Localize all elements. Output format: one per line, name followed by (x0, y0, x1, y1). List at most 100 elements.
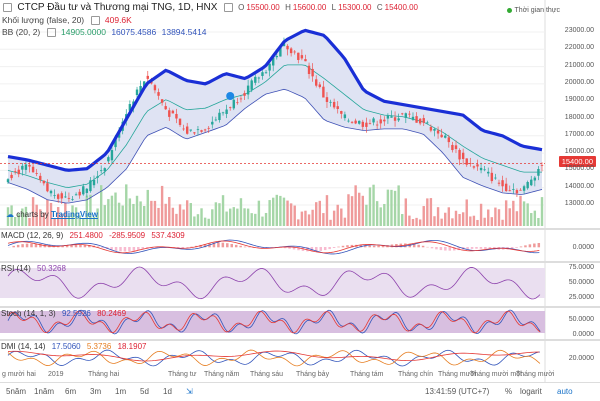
dividend-marker[interactable] (226, 92, 234, 100)
volume-bar (498, 209, 500, 226)
time-axis-tick: Tháng năm (204, 371, 239, 378)
bb-basis: 14905.0000 (61, 27, 106, 37)
candle-body (537, 169, 539, 176)
rsi-label[interactable]: RSI (14) 50.3268 (1, 264, 70, 273)
macd-histogram-bar (484, 247, 487, 249)
log-toggle[interactable]: logarit (520, 387, 542, 396)
macd-histogram-bar (524, 245, 527, 247)
symbol-title[interactable]: CTCP Đầu tư và Thương mại TNG, 1D, HNX (17, 2, 217, 13)
volume-bar (534, 211, 536, 226)
range-1d[interactable]: 1d (163, 387, 172, 396)
volume-bar (297, 219, 299, 226)
candle-body (61, 193, 63, 198)
volume-value: 409.6K (105, 15, 132, 25)
macd-histogram-bar (17, 245, 20, 247)
volume-bar (240, 198, 242, 226)
candle-body (204, 129, 206, 130)
candle-body (505, 184, 507, 191)
candle-body (211, 122, 213, 125)
volume-bar (344, 218, 346, 226)
candle-body (290, 48, 292, 53)
eye-icon[interactable] (47, 28, 56, 37)
candle-body (96, 176, 98, 177)
macd-histogram-bar (337, 247, 340, 248)
time-axis-tick: 2019 (48, 371, 64, 378)
candle-body (322, 87, 324, 98)
candle-body (301, 55, 303, 58)
volume-bar (104, 205, 106, 226)
volume-bar (501, 220, 503, 226)
range-1y[interactable]: 1năm (34, 387, 54, 396)
volume-bar (505, 200, 507, 226)
volume-bar (172, 208, 174, 226)
candle-body (476, 164, 478, 166)
macd-histogram-bar (538, 243, 541, 247)
volume-bar (233, 207, 235, 226)
candle-body (157, 92, 159, 96)
volume-bar (251, 213, 253, 226)
volume-bar (147, 190, 149, 226)
candle-body (225, 110, 227, 114)
volume-bar (351, 196, 353, 226)
volume-bar (272, 198, 274, 226)
volume-bar (319, 201, 321, 226)
candle-body (93, 180, 95, 185)
range-5d[interactable]: 5d (140, 387, 149, 396)
candle-body (354, 121, 356, 124)
candle-body (380, 119, 382, 123)
bb-label[interactable]: BB (20, 2) (2, 27, 40, 37)
volume-bar (362, 196, 364, 226)
volume-bar (125, 184, 127, 226)
stoch-label[interactable]: Stoch (14, 1, 3) 92.5926 80.2469 (1, 309, 130, 318)
volume-bar (369, 187, 371, 226)
volume-bar (53, 218, 55, 226)
clock-time[interactable]: 13:41:59 (UTC+7) (425, 387, 489, 396)
time-axis-tick: Tháng hai (88, 371, 119, 378)
macd-histogram-bar (377, 246, 380, 248)
candle-body (405, 113, 407, 118)
macd-histogram-bar (217, 243, 220, 248)
compare-icon[interactable]: ⇲ (186, 387, 193, 396)
range-6m[interactable]: 6m (65, 387, 76, 396)
bb-upper: 16075.4586 (111, 27, 156, 37)
dmi-axis: 20.0000 (545, 340, 600, 370)
volume-label[interactable]: Khối lượng (false, 20) (2, 15, 84, 25)
macd-label[interactable]: MACD (12, 26, 9) 251.4800 -285.9509 537.… (1, 231, 189, 240)
volume-bar (347, 194, 349, 226)
range-1m[interactable]: 1m (115, 387, 126, 396)
candle-body (86, 189, 88, 193)
macd-histogram-bar (115, 247, 118, 251)
candle-body (412, 117, 414, 120)
tradingview-watermark[interactable]: ☁ charts by TradingView (6, 210, 98, 219)
auto-toggle[interactable]: auto (557, 387, 573, 396)
cloud-icon: ☁ (6, 210, 14, 219)
range-3m[interactable]: 3m (90, 387, 101, 396)
volume-bar (358, 193, 360, 226)
volume-bar (157, 208, 159, 226)
time-axis-tick: g mười hai (2, 371, 36, 378)
candle-body (193, 132, 195, 133)
candle-body (311, 69, 313, 76)
candle-body (50, 191, 52, 193)
collapse-icon[interactable] (3, 3, 12, 12)
volume-bar (365, 205, 367, 226)
eye-icon[interactable] (91, 16, 100, 25)
candle-body (329, 102, 331, 103)
candle-body (46, 183, 48, 191)
settings-icon[interactable] (224, 3, 233, 12)
candle-body (28, 165, 30, 167)
range-5y[interactable]: 5năm (6, 387, 26, 396)
candle-body (358, 121, 360, 124)
bb-fill (8, 30, 542, 203)
dmi-label[interactable]: DMI (14, 14) 17.5060 5.3736 18.1907 (1, 342, 150, 351)
volume-bar (207, 219, 209, 226)
candle-body (397, 118, 399, 120)
candle-body (430, 127, 432, 131)
candle-body (53, 195, 55, 196)
candle-body (154, 85, 156, 90)
percent-toggle[interactable]: % (505, 387, 512, 396)
